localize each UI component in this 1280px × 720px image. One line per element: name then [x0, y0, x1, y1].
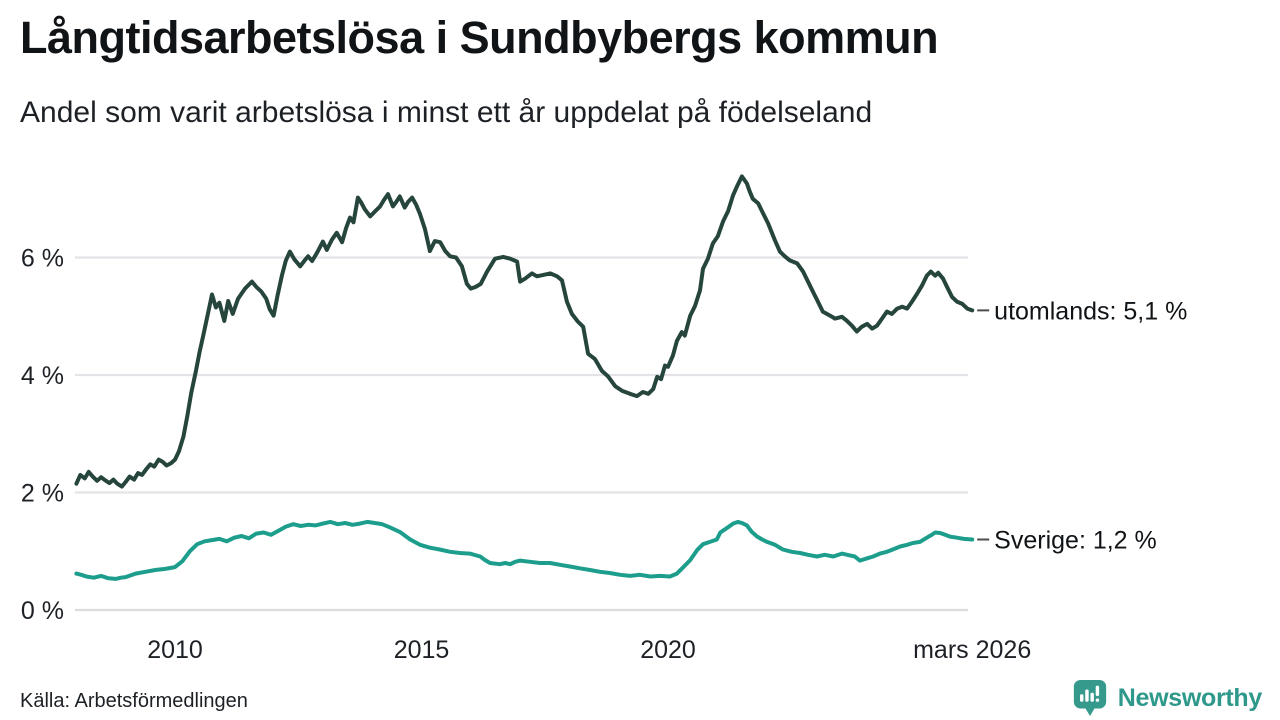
y-axis-label-0pct: 0 % [21, 597, 64, 625]
series-line-utomlands [74, 174, 975, 489]
x-axis-label-mars-2026: mars 2026 [913, 636, 1031, 664]
page-title: Långtidsarbetslösa i Sundbybergs kommun [20, 12, 939, 63]
series-end-label-sverige: Sverige: 1,2 % [994, 527, 1157, 555]
y-axis-label-6pct: 6 % [21, 245, 64, 273]
newsworthy-wordmark: Newsworthy [1117, 683, 1263, 712]
series-line-sverige [74, 519, 975, 581]
newsworthy-logo-icon [1073, 679, 1106, 717]
y-axis-label-4pct: 4 % [21, 362, 64, 390]
newsworthy-brand: Newsworthy [1071, 678, 1262, 718]
series-end-label-utomlands: utomlands: 5,1 % [994, 297, 1187, 325]
chart-subtitle: Andel som varit arbetslösa i minst ett å… [20, 96, 873, 129]
x-axis-label-2015: 2015 [394, 636, 450, 664]
y-axis-label-2pct: 2 % [21, 480, 64, 508]
x-axis-label-2010: 2010 [147, 636, 203, 664]
source-note: Källa: Arbetsförmedlingen [20, 690, 248, 712]
x-axis-label-2020: 2020 [640, 636, 696, 664]
